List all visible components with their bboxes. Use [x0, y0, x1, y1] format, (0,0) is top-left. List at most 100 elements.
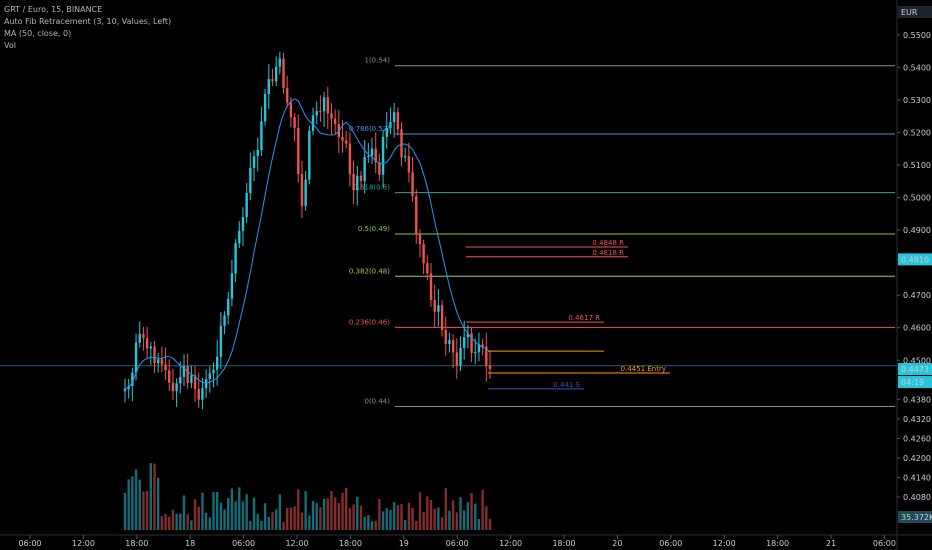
candle-body [238, 230, 241, 244]
x-tick-label: 18 [185, 539, 195, 548]
y-tick-label: 0.5100 [903, 161, 931, 170]
volume-bar [477, 518, 481, 530]
x-tick-label: 12:00 [285, 539, 308, 548]
volume-bar [308, 515, 311, 530]
candle-body [274, 66, 278, 82]
volume-bar [204, 512, 208, 530]
candle-body [204, 379, 208, 389]
volume-badge-bg [898, 511, 932, 523]
candle-body [426, 263, 429, 274]
volume-bar [304, 491, 307, 530]
y-tick-label: 0.4380 [903, 395, 931, 404]
candle-body [407, 156, 411, 173]
x-tick-label: 06:00 [659, 539, 682, 548]
candle-body [134, 342, 138, 373]
candle-body [252, 156, 256, 168]
candle-body [256, 150, 259, 157]
candle-body [451, 340, 455, 353]
candle-body [263, 94, 267, 122]
order-lines[interactable]: 0.4848 R 0.4818 R 0.4617 R 0.4451 Entry 0.44… [466, 239, 670, 390]
volume-bar [363, 516, 366, 530]
volume-indicator-label[interactable]: Vol [4, 41, 16, 50]
volume-bar [396, 505, 400, 530]
candle-body [149, 346, 153, 349]
candle-body [411, 172, 414, 197]
ma-indicator-label[interactable]: MA (50, close, 0) [4, 29, 72, 38]
candle-body [319, 110, 322, 112]
volume-bar [385, 508, 388, 530]
volume-bar [282, 521, 285, 530]
fib-level-label: 0.382(0.48) [349, 267, 390, 275]
volume-bar [153, 463, 156, 530]
volume-bar [337, 502, 341, 530]
candle-body [392, 112, 396, 123]
volume-bar [381, 511, 385, 530]
candle-body [230, 273, 234, 299]
symbol-title[interactable]: GRT / Euro, 15, BINANCE [4, 5, 103, 14]
volume-bar [134, 469, 138, 530]
candle-body [223, 315, 226, 326]
volume-bar [286, 507, 289, 530]
pair-value-badge: 0.4810 [901, 255, 929, 264]
candle-body [422, 244, 425, 264]
volume-bar [359, 505, 363, 530]
fib-retracement[interactable]: 1(0.54) 0.786(0.52) 0.618(0.5) 0.5(0.49) 0.3… [349, 57, 895, 407]
candle-body [396, 112, 400, 130]
volume-bar [289, 507, 293, 530]
candle-body [481, 344, 484, 347]
candle-body [415, 196, 418, 235]
volume-bar [437, 507, 440, 530]
currency-badge-bg [898, 6, 932, 18]
candle-body [201, 388, 204, 400]
volume-bar [212, 491, 215, 530]
volume-bar [418, 492, 422, 530]
candle-body [138, 333, 141, 343]
fib-level-label: 0(0.44) [364, 397, 390, 405]
y-tick-label: 0.4320 [903, 415, 931, 424]
candle-body [208, 373, 211, 380]
candle-body [374, 148, 377, 163]
volume-bar [186, 514, 189, 530]
x-tick-label: 06:00 [18, 539, 41, 548]
volume-bar [260, 520, 263, 530]
volume-bars [123, 463, 492, 530]
volume-bar [171, 509, 175, 530]
volume-bar [215, 491, 219, 530]
volume-bar [341, 492, 344, 530]
candle-body [363, 156, 366, 181]
x-tick-label: 19 [399, 539, 409, 548]
candle-body [179, 376, 182, 384]
candle-body [282, 58, 285, 88]
volume-bar [241, 501, 245, 530]
volume-bar [256, 513, 259, 530]
currency-badge: EUR [901, 8, 918, 17]
candle-body [333, 118, 337, 124]
candle-body [404, 156, 407, 158]
volume-bar [411, 507, 414, 530]
volume-bar [392, 502, 396, 530]
x-tick-label: 06:00 [446, 539, 469, 548]
volume-bar [322, 498, 326, 530]
candle-body [389, 122, 392, 128]
candle-body [345, 140, 348, 144]
candle-body [385, 127, 388, 137]
volume-bar [197, 506, 200, 530]
candle-body [123, 388, 127, 392]
volume-bar [300, 512, 304, 530]
fib-indicator-label[interactable]: Auto Fib Retracement (3, 10, Values, Lef… [4, 17, 172, 26]
volume-bar [374, 520, 377, 530]
candle-body [429, 273, 433, 301]
volume-bar [470, 493, 473, 530]
last-price-badge-bg [898, 363, 932, 376]
candle-body [322, 97, 326, 112]
x-tick-label: 12:00 [713, 539, 736, 548]
candle-body [315, 110, 318, 116]
candle-body [448, 340, 451, 344]
volume-bar [278, 494, 282, 530]
candle-body [297, 127, 300, 175]
countdown-badge-bg [898, 376, 932, 389]
y-tick-label: 0.4500 [903, 356, 931, 365]
y-tick-label: 0.5200 [903, 128, 931, 137]
volume-bar [367, 514, 370, 530]
